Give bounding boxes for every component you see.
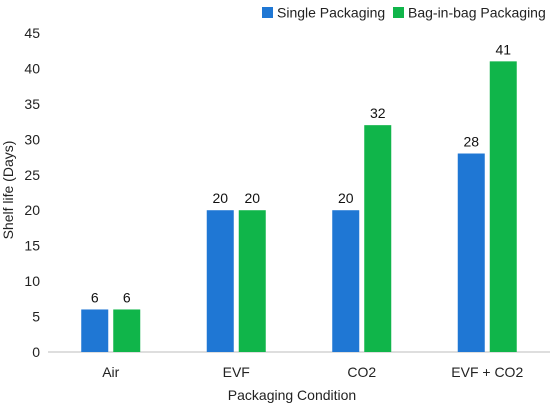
y-tick-label: 25 bbox=[24, 167, 40, 183]
data-labels: 6 6 20 20 20 32 28 41 bbox=[91, 41, 511, 305]
legend: Single Packaging Bag-in-bag Packaging bbox=[262, 5, 546, 21]
x-tick-label: EVF bbox=[223, 364, 250, 380]
legend-label: Single Packaging bbox=[277, 5, 385, 21]
data-label: 28 bbox=[463, 134, 479, 150]
data-label: 20 bbox=[338, 190, 354, 206]
bar-bag-in-bag-packaging-evf-co2 bbox=[489, 61, 517, 352]
bars bbox=[81, 61, 517, 353]
x-tick-label: EVF + CO2 bbox=[451, 364, 523, 380]
bar-single-packaging-evf-co2 bbox=[457, 153, 485, 352]
bar-single-packaging-evf bbox=[206, 210, 234, 352]
y-tick-label: 45 bbox=[24, 25, 40, 41]
y-tick-label: 10 bbox=[24, 273, 40, 289]
x-tick-label: Air bbox=[102, 364, 119, 380]
bar-single-packaging-air bbox=[81, 309, 109, 352]
y-tick-label: 20 bbox=[24, 202, 40, 218]
data-label: 20 bbox=[212, 190, 228, 206]
data-label: 6 bbox=[123, 289, 131, 305]
y-axis-label: Shelf life (Days) bbox=[0, 141, 16, 240]
x-tick-label: CO2 bbox=[347, 364, 376, 380]
y-axis-ticks: 0 5 10 15 20 25 30 35 40 45 bbox=[24, 25, 40, 360]
bar-bag-in-bag-packaging-air bbox=[113, 309, 141, 352]
legend-swatch bbox=[393, 7, 404, 18]
x-axis-ticks: Air EVF CO2 EVF + CO2 bbox=[102, 364, 523, 380]
bar-single-packaging-co2 bbox=[332, 210, 360, 352]
bar-bag-in-bag-packaging-evf bbox=[238, 210, 266, 352]
data-label: 6 bbox=[91, 289, 99, 305]
y-tick-label: 15 bbox=[24, 238, 40, 254]
data-label: 32 bbox=[370, 105, 386, 121]
bar-bag-in-bag-packaging-co2 bbox=[364, 125, 392, 353]
legend-swatch bbox=[262, 7, 273, 18]
x-axis-label: Packaging Condition bbox=[228, 387, 356, 403]
y-tick-label: 40 bbox=[24, 60, 40, 76]
y-tick-label: 0 bbox=[32, 344, 40, 360]
y-tick-label: 5 bbox=[32, 309, 40, 325]
y-tick-label: 30 bbox=[24, 131, 40, 147]
data-label: 41 bbox=[495, 41, 511, 57]
data-label: 20 bbox=[244, 190, 260, 206]
y-tick-label: 35 bbox=[24, 96, 40, 112]
legend-label: Bag-in-bag Packaging bbox=[408, 5, 546, 21]
